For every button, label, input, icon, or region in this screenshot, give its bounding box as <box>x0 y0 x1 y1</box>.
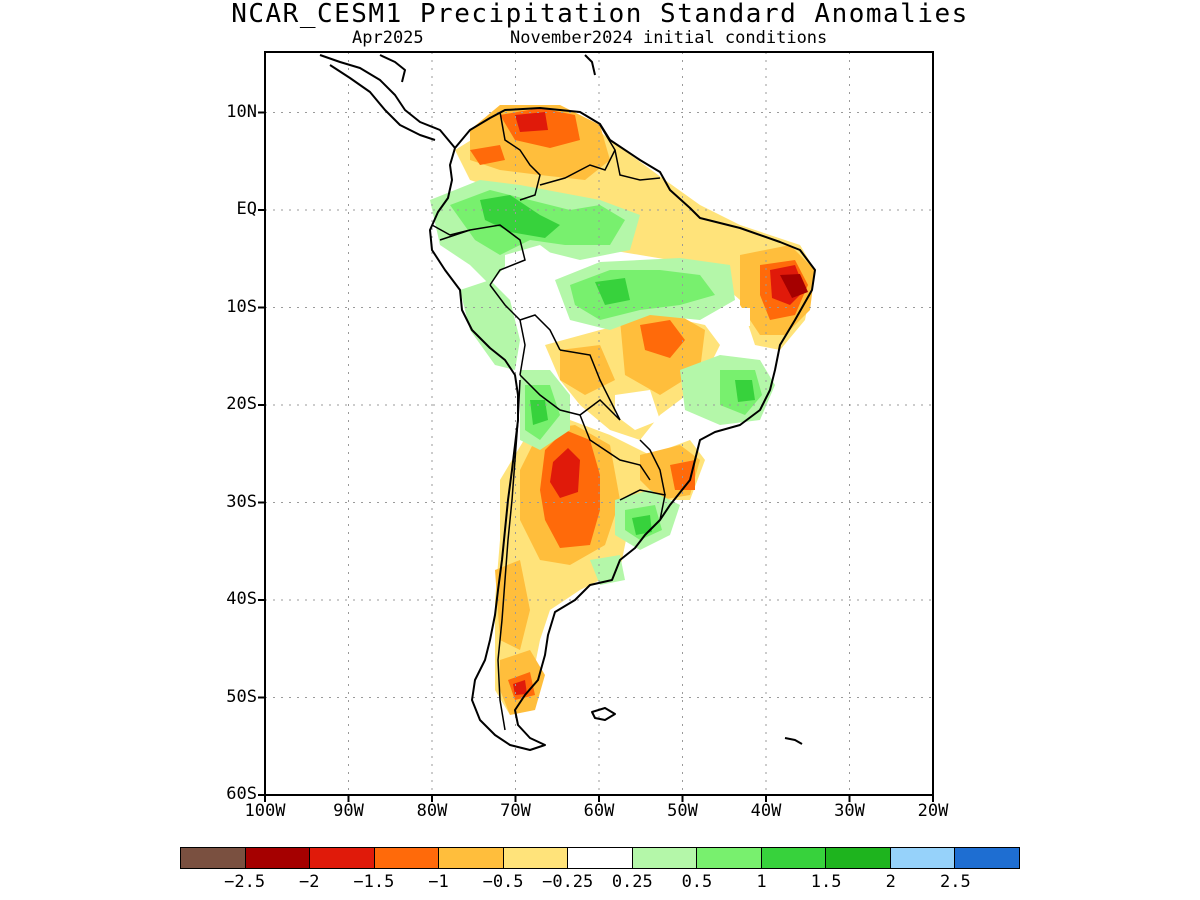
colorbar-swatch <box>181 848 246 868</box>
colorbar-swatch <box>955 848 1019 868</box>
anomaly-region-peru-wet <box>460 280 520 370</box>
lat-label: 50S <box>226 686 257 707</box>
lon-label: 30W <box>834 801 865 821</box>
anomaly-region-colombia-coast-strong <box>470 145 505 165</box>
colorbar-swatch <box>826 848 891 868</box>
lat-label: 40S <box>226 589 257 609</box>
initial-conditions: November2024 initial conditions <box>510 28 828 48</box>
anomaly-region-andes-moderate <box>495 560 530 650</box>
border-peru-brazil <box>489 284 561 351</box>
colorbar-label: −0.25 <box>542 872 594 892</box>
country-borders <box>431 111 666 731</box>
lat-label: 30S <box>226 491 257 512</box>
colorbar-label: 1 <box>756 872 767 892</box>
lon-label: 70W <box>500 801 531 821</box>
anomaly-region-andes-wet-strong <box>530 400 548 425</box>
colorbar-swatch <box>761 848 827 868</box>
falkland-islands <box>591 707 616 721</box>
anomaly-region-venezuela-core <box>515 112 548 132</box>
border-guyana-suriname <box>614 149 661 181</box>
border-bolivia-south <box>519 374 621 421</box>
colorbar-swatch <box>245 848 311 868</box>
colorbar-swatch <box>632 848 698 868</box>
anomaly-region-near-normal-amazon <box>505 245 560 300</box>
colorbar-swatch <box>890 848 956 868</box>
border-peru-bolivia <box>519 319 526 376</box>
colorbar <box>180 847 1020 869</box>
central-america-pacific-coast <box>329 64 436 141</box>
lon-label: 80W <box>416 801 448 821</box>
lon-label: 40W <box>750 801 782 821</box>
anomaly-region-se-brazil-wet-strong <box>735 380 755 402</box>
colorbar-label: −2.5 <box>224 872 266 892</box>
south-georgia <box>784 737 803 745</box>
anomaly-region-argentina-core <box>550 448 580 498</box>
anomaly-region-central-amazon-wet-strong <box>595 278 630 305</box>
lon-label: 50W <box>667 801 698 821</box>
lat-label: 10N <box>226 101 257 122</box>
colorbar-swatch <box>568 848 633 868</box>
anomaly-region-amazon-wet-strong <box>480 195 560 238</box>
border-argentina-chile <box>497 379 521 731</box>
colorbar-swatch <box>697 848 762 868</box>
colorbar-label: 1.5 <box>810 872 842 892</box>
lon-label: 90W <box>333 801 364 821</box>
anomaly-region-ne-brazil-extreme <box>780 274 808 298</box>
coastlines <box>319 54 816 751</box>
border-colombia-venezuela <box>499 111 541 201</box>
anomaly-field <box>430 105 815 715</box>
lat-label: 20S <box>226 394 257 414</box>
lat-label: 60S <box>226 784 257 804</box>
anomaly-region-uruguay-wet-strong <box>632 515 652 535</box>
axis-ticks <box>258 111 934 802</box>
colorbar-swatch <box>310 848 375 868</box>
central-america-outline <box>319 54 456 149</box>
border-paraguay <box>579 414 651 481</box>
colorbar-label: 0.25 <box>611 872 653 892</box>
anomaly-region-pampa-wet <box>590 555 625 585</box>
border-uruguay <box>619 489 666 536</box>
colorbar-label: 2 <box>885 872 896 892</box>
anomaly-region-near-normal-brazil <box>735 308 750 326</box>
yucatan-outline <box>379 54 406 83</box>
colorbar-label: −1.5 <box>353 872 395 892</box>
caribbean-island <box>584 54 596 76</box>
lat-label: 10S <box>226 296 257 317</box>
border-argentina-brazil <box>639 439 666 496</box>
south-america-outline <box>429 107 816 751</box>
colorbar-label: 2.5 <box>940 872 971 892</box>
anomaly-region-patagonia-core <box>513 680 527 695</box>
colorbar-swatch <box>503 848 569 868</box>
colorbar-swatch <box>374 848 440 868</box>
map-title: NCAR_CESM1 Precipitation Standard Anomal… <box>231 0 969 29</box>
colorbar-label: −1 <box>428 872 449 892</box>
lon-label: 60W <box>583 801 615 821</box>
colorbar-swatch <box>439 848 504 868</box>
lon-label: 100W <box>244 801 286 821</box>
lon-label: 20W <box>917 801 949 821</box>
colorbar-label: −0.5 <box>482 872 524 892</box>
lat-label: EQ <box>236 199 257 219</box>
border-venezuela-brazil <box>539 124 616 186</box>
anomaly-region-central-brazil-strong <box>640 320 685 358</box>
colorbar-label: 0.5 <box>681 872 713 892</box>
border-bolivia-brazil <box>559 349 621 421</box>
colorbar-label: −2 <box>298 872 320 892</box>
anomaly-region-near-normal-mato-grosso <box>615 390 660 430</box>
border-ecuador <box>431 224 471 236</box>
forecast-month: Apr2025 <box>352 28 424 48</box>
